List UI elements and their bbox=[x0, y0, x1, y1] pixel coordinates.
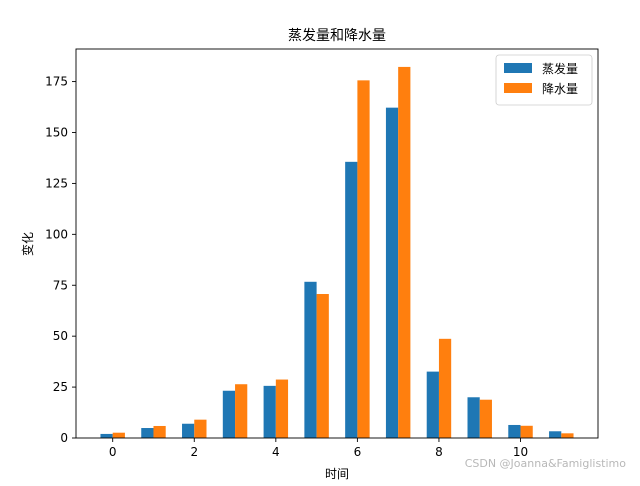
legend-label-0: 蒸发量 bbox=[542, 61, 578, 76]
y-tick-label-125: 125 bbox=[45, 176, 68, 190]
bar-series-1-x-9 bbox=[479, 399, 492, 438]
bar-series-0-x-5 bbox=[304, 281, 317, 438]
bar-series-1-x-8 bbox=[438, 338, 452, 438]
x-tick-label-8: 8 bbox=[435, 445, 443, 459]
bar-series-1-x-0 bbox=[112, 432, 125, 438]
bar-series-0-x-2 bbox=[182, 423, 195, 438]
legend-label-1: 降水量 bbox=[542, 82, 578, 96]
y-axis-label: 变化 bbox=[20, 232, 35, 256]
x-tick-label-6: 6 bbox=[354, 445, 362, 459]
y-tick-label-50: 50 bbox=[53, 329, 68, 343]
bar-series-0-x-10 bbox=[508, 424, 521, 438]
bar-series-0-x-7 bbox=[385, 107, 399, 438]
bar-series-1-x-4 bbox=[275, 379, 289, 438]
bar-series-0-x-1 bbox=[141, 428, 154, 438]
bar-series-1-x-6 bbox=[357, 80, 370, 439]
x-tick-label-2: 2 bbox=[190, 445, 198, 459]
bar-series-1-x-7 bbox=[398, 66, 411, 439]
y-tick-label-75: 75 bbox=[53, 278, 68, 292]
bar-series-1-x-1 bbox=[153, 425, 166, 438]
bar-series-1-x-11 bbox=[561, 433, 574, 438]
bar-series-0-x-0 bbox=[100, 433, 113, 438]
x-tick-label-10: 10 bbox=[513, 445, 528, 459]
bar-series-0-x-3 bbox=[222, 390, 236, 438]
watermark: CSDN @Joanna&Famiglistimo bbox=[464, 457, 626, 470]
x-tick-label-0: 0 bbox=[109, 445, 117, 459]
y-tick-label-100: 100 bbox=[45, 227, 68, 241]
chart-title: 蒸发量和降水量 bbox=[288, 28, 386, 44]
bar-series-1-x-3 bbox=[235, 384, 248, 438]
x-tick-label-4: 4 bbox=[272, 445, 280, 459]
bar-series-1-x-5 bbox=[316, 294, 329, 438]
bar-series-1-x-2 bbox=[194, 419, 207, 438]
y-tick-label-150: 150 bbox=[45, 126, 68, 140]
plot-frame bbox=[75, 48, 599, 439]
bar-series-0-x-11 bbox=[549, 431, 562, 438]
bar-series-0-x-8 bbox=[426, 371, 439, 438]
bar-series-1-x-10 bbox=[520, 425, 533, 438]
y-tick-label-175: 175 bbox=[45, 75, 68, 89]
legend-swatch-0 bbox=[504, 63, 532, 73]
y-tick-label-25: 25 bbox=[53, 380, 68, 394]
bar-series-0-x-9 bbox=[467, 397, 480, 438]
bar-series-0-x-4 bbox=[263, 385, 276, 438]
y-tick-label-0: 0 bbox=[60, 431, 68, 445]
legend-swatch-1 bbox=[504, 83, 532, 93]
x-axis-label: 时间 bbox=[325, 467, 349, 481]
bar-series-0-x-6 bbox=[345, 161, 358, 438]
